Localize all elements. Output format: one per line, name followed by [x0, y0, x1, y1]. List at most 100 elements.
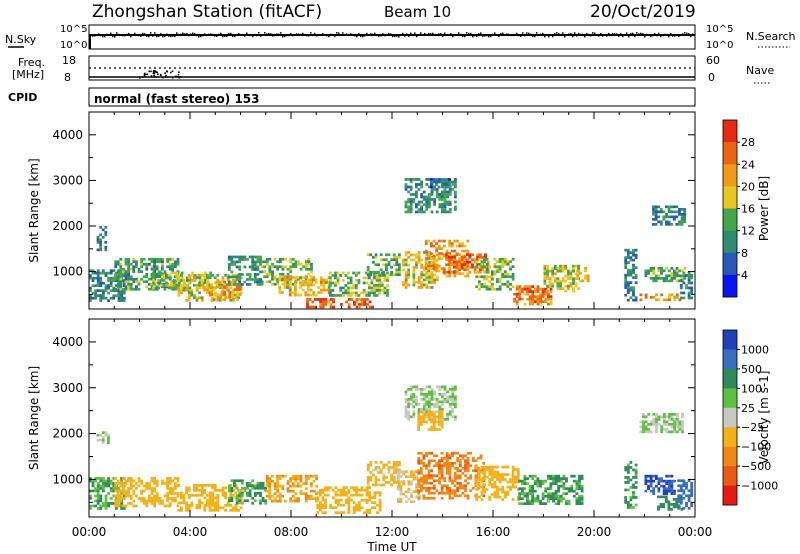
- data-cell: [117, 271, 121, 275]
- data-cell: [94, 499, 97, 503]
- data-cell: [451, 393, 455, 396]
- data-cell: [188, 286, 192, 290]
- data-cell: [440, 484, 444, 488]
- data-cell: [480, 470, 484, 474]
- data-cell: [347, 294, 350, 297]
- data-cell: [572, 269, 575, 273]
- data-cell: [198, 286, 201, 290]
- data-cell: [404, 400, 408, 404]
- data-cell: [415, 256, 418, 259]
- data-cell: [404, 475, 408, 478]
- data-cell: [565, 477, 568, 480]
- data-cell: [200, 298, 204, 302]
- data-cell: [410, 492, 413, 496]
- data-cell: [668, 296, 671, 299]
- data-cell: [456, 244, 459, 248]
- data-cell: [420, 281, 424, 284]
- data-cell: [490, 285, 494, 289]
- nsky-point: [314, 32, 316, 35]
- data-cell: [187, 296, 191, 300]
- data-cell: [310, 497, 313, 500]
- data-cell: [430, 388, 434, 391]
- data-cell: [395, 268, 399, 272]
- data-cell: [440, 489, 444, 493]
- data-cell: [448, 456, 452, 460]
- data-cell: [662, 495, 666, 499]
- data-cell: [644, 430, 648, 434]
- data-cell: [412, 400, 416, 404]
- data-cell: [129, 502, 133, 505]
- data-cell: [166, 477, 169, 480]
- data-cell: [441, 178, 444, 181]
- data-cell: [485, 267, 489, 271]
- data-cell: [94, 487, 97, 490]
- data-cell: [314, 278, 318, 282]
- data-cell: [200, 278, 204, 282]
- data-cell: [626, 261, 630, 264]
- data-cell: [304, 260, 308, 264]
- data-cell: [448, 388, 452, 391]
- data-cell: [407, 210, 410, 214]
- data-cell: [318, 508, 322, 512]
- data-cell: [365, 498, 369, 502]
- data-cell: [437, 269, 441, 273]
- data-cell: [140, 479, 143, 483]
- data-cell: [672, 503, 676, 506]
- data-cell: [334, 511, 338, 514]
- data-cell: [107, 271, 110, 275]
- data-cell: [234, 491, 238, 495]
- data-cell: [211, 494, 214, 497]
- data-cell: [632, 291, 635, 294]
- data-cell: [531, 300, 535, 303]
- data-cell: [166, 265, 169, 269]
- data-cell: [235, 499, 239, 503]
- data-cell: [342, 488, 346, 492]
- data-cell: [580, 477, 584, 480]
- data-cell: [314, 293, 318, 297]
- data-cell: [321, 300, 325, 304]
- data-cell: [425, 283, 429, 287]
- data-cell: [96, 494, 100, 498]
- data-cell: [553, 279, 557, 283]
- data-cell: [404, 495, 408, 498]
- data-cell: [488, 495, 492, 499]
- data-cell: [398, 263, 401, 267]
- data-cell: [488, 285, 492, 289]
- data-cell: [514, 485, 518, 489]
- data-cell: [534, 287, 537, 291]
- data-cell: [271, 494, 274, 498]
- data-cell: [454, 405, 457, 409]
- data-cell: [302, 482, 305, 485]
- data-cell: [392, 476, 396, 479]
- data-cell: [195, 486, 199, 490]
- data-cell: [407, 410, 410, 414]
- data-cell: [318, 501, 322, 504]
- data-cell: [430, 286, 434, 289]
- data-cell: [307, 497, 311, 500]
- data-cell: [165, 276, 168, 280]
- data-cell: [369, 461, 373, 464]
- data-cell: [463, 260, 467, 264]
- data-cell: [432, 239, 436, 243]
- data-cell: [327, 300, 330, 304]
- data-cell: [397, 497, 400, 501]
- data-cell: [488, 280, 492, 284]
- data-cell: [145, 280, 149, 284]
- data-cell: [117, 279, 121, 282]
- data-cell: [541, 290, 545, 293]
- data-cell: [122, 296, 126, 300]
- data-cell: [368, 511, 372, 514]
- data-cell: [312, 291, 315, 294]
- data-cell: [187, 509, 191, 512]
- data-cell: [316, 511, 320, 514]
- data-cell: [471, 258, 474, 262]
- data-cell: [430, 393, 434, 396]
- data-cell: [145, 272, 149, 276]
- data-cell: [412, 281, 416, 284]
- data-cell: [544, 502, 548, 505]
- data-cell: [511, 275, 515, 279]
- colorbar-segment: [723, 120, 737, 143]
- data-cell: [398, 265, 401, 269]
- data-cell: [665, 220, 668, 224]
- colorbar-frame: [722, 329, 738, 506]
